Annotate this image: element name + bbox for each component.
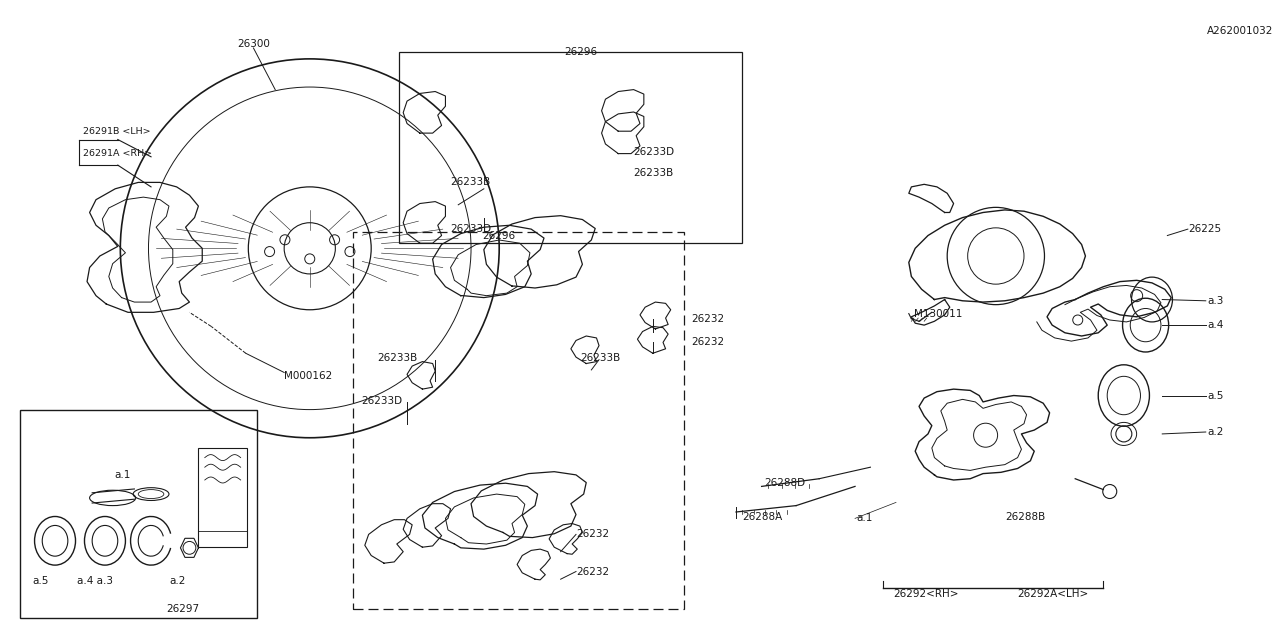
Text: 26233B: 26233B <box>634 168 673 178</box>
Text: 26288A: 26288A <box>742 512 782 522</box>
Text: a.1: a.1 <box>115 470 131 480</box>
Text: 26232: 26232 <box>576 566 609 577</box>
Text: 26232: 26232 <box>691 314 724 324</box>
Text: 26300: 26300 <box>237 38 270 49</box>
Bar <box>399 52 742 243</box>
Bar <box>353 232 684 609</box>
Text: 26233B: 26233B <box>451 177 490 188</box>
Text: 26296: 26296 <box>483 230 516 241</box>
Text: 26296: 26296 <box>564 47 598 58</box>
Text: 26233D: 26233D <box>361 396 402 406</box>
Text: a.3: a.3 <box>1207 296 1224 306</box>
Text: a.1: a.1 <box>856 513 873 524</box>
Text: 26291B <LH>: 26291B <LH> <box>83 127 151 136</box>
Text: 26297: 26297 <box>166 604 200 614</box>
Text: M130011: M130011 <box>914 308 963 319</box>
Text: 26291A <RH>: 26291A <RH> <box>83 149 152 158</box>
Text: a.4 a.3: a.4 a.3 <box>77 576 113 586</box>
Bar <box>20 410 257 618</box>
Text: 26233D: 26233D <box>451 224 492 234</box>
Text: a.4: a.4 <box>1207 320 1224 330</box>
Bar <box>198 448 247 547</box>
Text: 26225: 26225 <box>1188 224 1221 234</box>
Text: a.2: a.2 <box>169 576 186 586</box>
Text: a.2: a.2 <box>1207 427 1224 437</box>
Text: 26288D: 26288D <box>764 478 805 488</box>
Text: 26288B: 26288B <box>1005 512 1044 522</box>
Text: 26233B: 26233B <box>580 353 620 364</box>
Text: a.5: a.5 <box>1207 390 1224 401</box>
Text: A262001032: A262001032 <box>1207 26 1274 36</box>
Text: 26232: 26232 <box>576 529 609 540</box>
Text: 26233B: 26233B <box>378 353 417 364</box>
Text: a.5: a.5 <box>32 576 49 586</box>
Text: M000162: M000162 <box>284 371 333 381</box>
Text: 26292A<LH>: 26292A<LH> <box>1018 589 1089 599</box>
Text: 26233D: 26233D <box>634 147 675 157</box>
Text: 26232: 26232 <box>691 337 724 348</box>
Text: 26292<RH>: 26292<RH> <box>893 589 959 599</box>
